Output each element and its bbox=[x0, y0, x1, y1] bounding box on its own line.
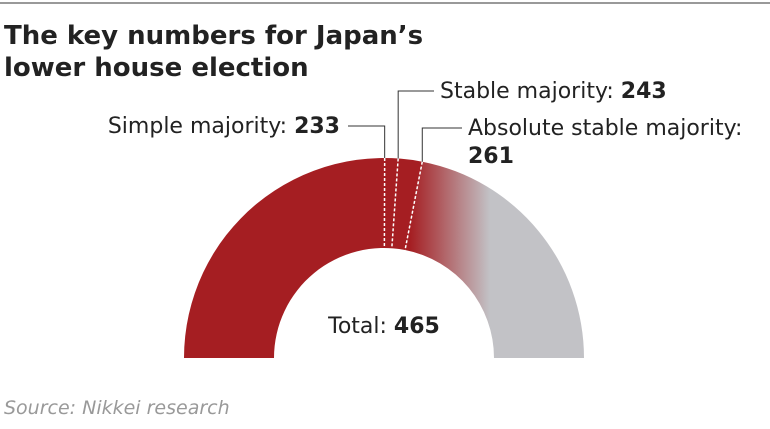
marker-name: Absolute stable majority: bbox=[468, 116, 742, 141]
threshold-line bbox=[404, 161, 424, 251]
marker-label: Stable majority: 243 bbox=[440, 79, 667, 104]
seat-arc bbox=[184, 158, 423, 358]
threshold-line bbox=[391, 158, 399, 249]
leader-line bbox=[397, 90, 434, 159]
total-value: 465 bbox=[394, 314, 440, 339]
total-label: Total: 465 bbox=[327, 314, 440, 339]
marker-value: 233 bbox=[294, 114, 340, 139]
marker-label: Simple majority: 233 bbox=[108, 114, 340, 139]
plot: Simple majority: 233 Stable majority: 243… bbox=[108, 79, 742, 358]
marker-value: 243 bbox=[621, 79, 667, 104]
marker-label: Absolute stable majority: 261 bbox=[468, 116, 742, 169]
total-name: Total: bbox=[327, 314, 387, 339]
chart-title: The key numbers for Japan’s bbox=[4, 21, 423, 51]
marker-name: Stable majority: bbox=[440, 79, 614, 104]
chart-title: lower house election bbox=[4, 53, 309, 83]
marker-name: Simple majority: bbox=[108, 114, 287, 139]
leader-line bbox=[421, 127, 462, 162]
marker-value: 261 bbox=[468, 144, 514, 169]
leader-line bbox=[348, 125, 386, 159]
rest-arc bbox=[405, 161, 584, 358]
source: Source: Nikkei research bbox=[4, 397, 230, 419]
